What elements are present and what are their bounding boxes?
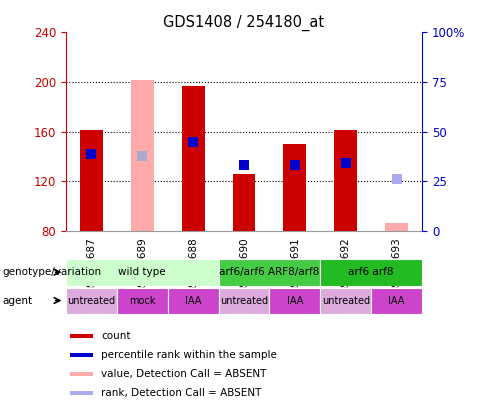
Text: IAA: IAA bbox=[287, 296, 303, 306]
Text: percentile rank within the sample: percentile rank within the sample bbox=[101, 350, 277, 360]
Point bbox=[291, 162, 299, 168]
Bar bbox=[371, 288, 422, 314]
Bar bbox=[117, 288, 168, 314]
Point bbox=[240, 162, 248, 168]
Text: untreated: untreated bbox=[67, 296, 115, 306]
Text: IAA: IAA bbox=[185, 296, 201, 306]
Text: mock: mock bbox=[129, 296, 155, 306]
Text: untreated: untreated bbox=[220, 296, 268, 306]
Bar bbox=[66, 288, 117, 314]
Bar bbox=[219, 259, 320, 286]
Text: genotype/variation: genotype/variation bbox=[2, 267, 102, 277]
Bar bbox=[219, 288, 269, 314]
Point bbox=[393, 175, 401, 182]
Bar bbox=[385, 224, 408, 231]
Bar bbox=[66, 259, 219, 286]
Text: IAA: IAA bbox=[388, 296, 405, 306]
Bar bbox=[233, 174, 255, 231]
Bar bbox=[80, 130, 103, 231]
Bar bbox=[284, 144, 306, 231]
Point bbox=[87, 151, 95, 157]
Text: untreated: untreated bbox=[322, 296, 370, 306]
Bar bbox=[70, 353, 93, 357]
Bar bbox=[70, 391, 93, 395]
Text: wild type: wild type bbox=[119, 267, 166, 277]
Bar bbox=[320, 288, 371, 314]
Point bbox=[342, 160, 350, 166]
Point bbox=[189, 139, 197, 145]
Bar bbox=[70, 372, 93, 376]
Text: arf6 arf8: arf6 arf8 bbox=[348, 267, 394, 277]
Text: rank, Detection Call = ABSENT: rank, Detection Call = ABSENT bbox=[101, 388, 262, 398]
Text: value, Detection Call = ABSENT: value, Detection Call = ABSENT bbox=[101, 369, 266, 379]
Text: agent: agent bbox=[2, 296, 33, 305]
Bar bbox=[334, 130, 357, 231]
Bar bbox=[70, 334, 93, 338]
Bar bbox=[269, 288, 320, 314]
Text: count: count bbox=[101, 331, 131, 341]
Text: arf6/arf6 ARF8/arf8: arf6/arf6 ARF8/arf8 bbox=[219, 267, 320, 277]
Bar bbox=[320, 259, 422, 286]
Title: GDS1408 / 254180_at: GDS1408 / 254180_at bbox=[163, 15, 325, 31]
Point bbox=[138, 153, 146, 160]
Bar bbox=[182, 86, 204, 231]
Bar bbox=[168, 288, 219, 314]
Bar bbox=[131, 79, 154, 231]
